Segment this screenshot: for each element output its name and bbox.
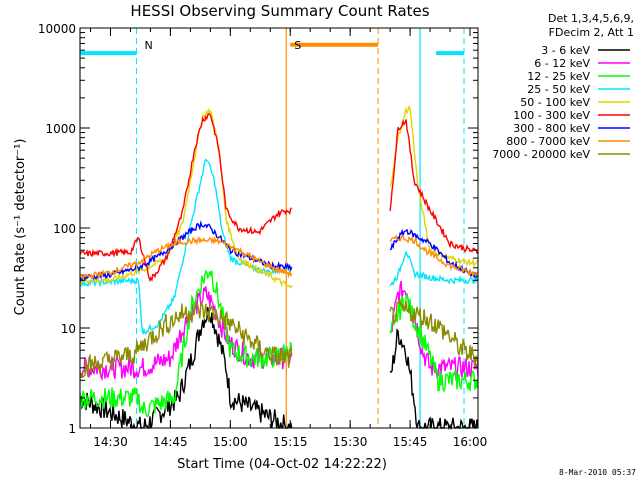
- series-line-7-segment-0: [79, 235, 293, 281]
- legend-label-5: 100 - 300 keV: [513, 109, 590, 122]
- x-tick-label-2: 15:00: [213, 435, 248, 449]
- x-tick-label-4: 15:30: [333, 435, 368, 449]
- x-tick-label-5: 15:45: [393, 435, 428, 449]
- series-line-8-segment-1: [389, 298, 479, 368]
- x-tick-label-0: 14:30: [93, 435, 128, 449]
- series-line-5-segment-0: [79, 113, 293, 283]
- legend-label-8: 7000 - 20000 keV: [492, 148, 590, 161]
- annotation-n: N: [144, 39, 152, 52]
- x-tick-label-6: 16:00: [453, 435, 488, 449]
- y-axis-label: Count Rate (s⁻¹ detector⁻¹): [13, 139, 28, 316]
- series-line-2-segment-0: [79, 269, 293, 417]
- series-line-2-segment-1: [389, 292, 479, 393]
- legend-label-3: 25 - 50 keV: [527, 83, 590, 96]
- legend-header-line-1: Det 1,3,4,5,6,9,: [548, 12, 634, 25]
- series-line-4-segment-0: [79, 107, 293, 289]
- series-line-3-segment-1: [389, 249, 479, 287]
- x-tick-label-1: 14:45: [153, 435, 188, 449]
- series-line-7-segment-1: [389, 234, 479, 278]
- timestamp: 8-Mar-2010 05:37: [559, 468, 636, 477]
- series-line-8-segment-0: [79, 301, 293, 379]
- x-axis-label: Start Time (04-Oct-02 14:22:22): [177, 457, 387, 472]
- legend-header-line-2: FDecim 2, Att 1: [549, 26, 634, 39]
- y-tick-label-3: 1000: [45, 122, 76, 136]
- series-line-4-segment-1: [389, 105, 479, 268]
- legend: Det 1,3,4,5,6,9, FDecim 2, Att 1 3 - 6 k…: [492, 12, 634, 161]
- y-tick-label-0: 1: [68, 422, 76, 436]
- legend-label-7: 800 - 7000 keV: [506, 135, 590, 148]
- legend-label-6: 300 - 800 keV: [513, 122, 590, 135]
- legend-label-2: 12 - 25 keV: [527, 70, 590, 83]
- x-tick-label-3: 15:15: [273, 435, 308, 449]
- y-tick-label-1: 10: [61, 322, 76, 336]
- legend-label-1: 6 - 12 keV: [534, 57, 590, 70]
- y-tick-label-4: 10000: [38, 22, 76, 36]
- legend-label-0: 3 - 6 keV: [541, 44, 590, 57]
- axes: 14:30 14:45 15:00 15:15 15:30 15:45 16:00 1 10 10…: [38, 22, 487, 449]
- annotation-s: S: [294, 39, 301, 52]
- series-line-6-segment-0: [79, 220, 293, 282]
- series-line-5-segment-1: [389, 118, 479, 255]
- chart-title: HESSI Observing Summary Count Rates: [130, 2, 429, 20]
- series-line-0-segment-0: [79, 307, 293, 429]
- legend-label-4: 50 - 100 keV: [520, 96, 590, 109]
- y-tick-label-2: 100: [53, 222, 76, 236]
